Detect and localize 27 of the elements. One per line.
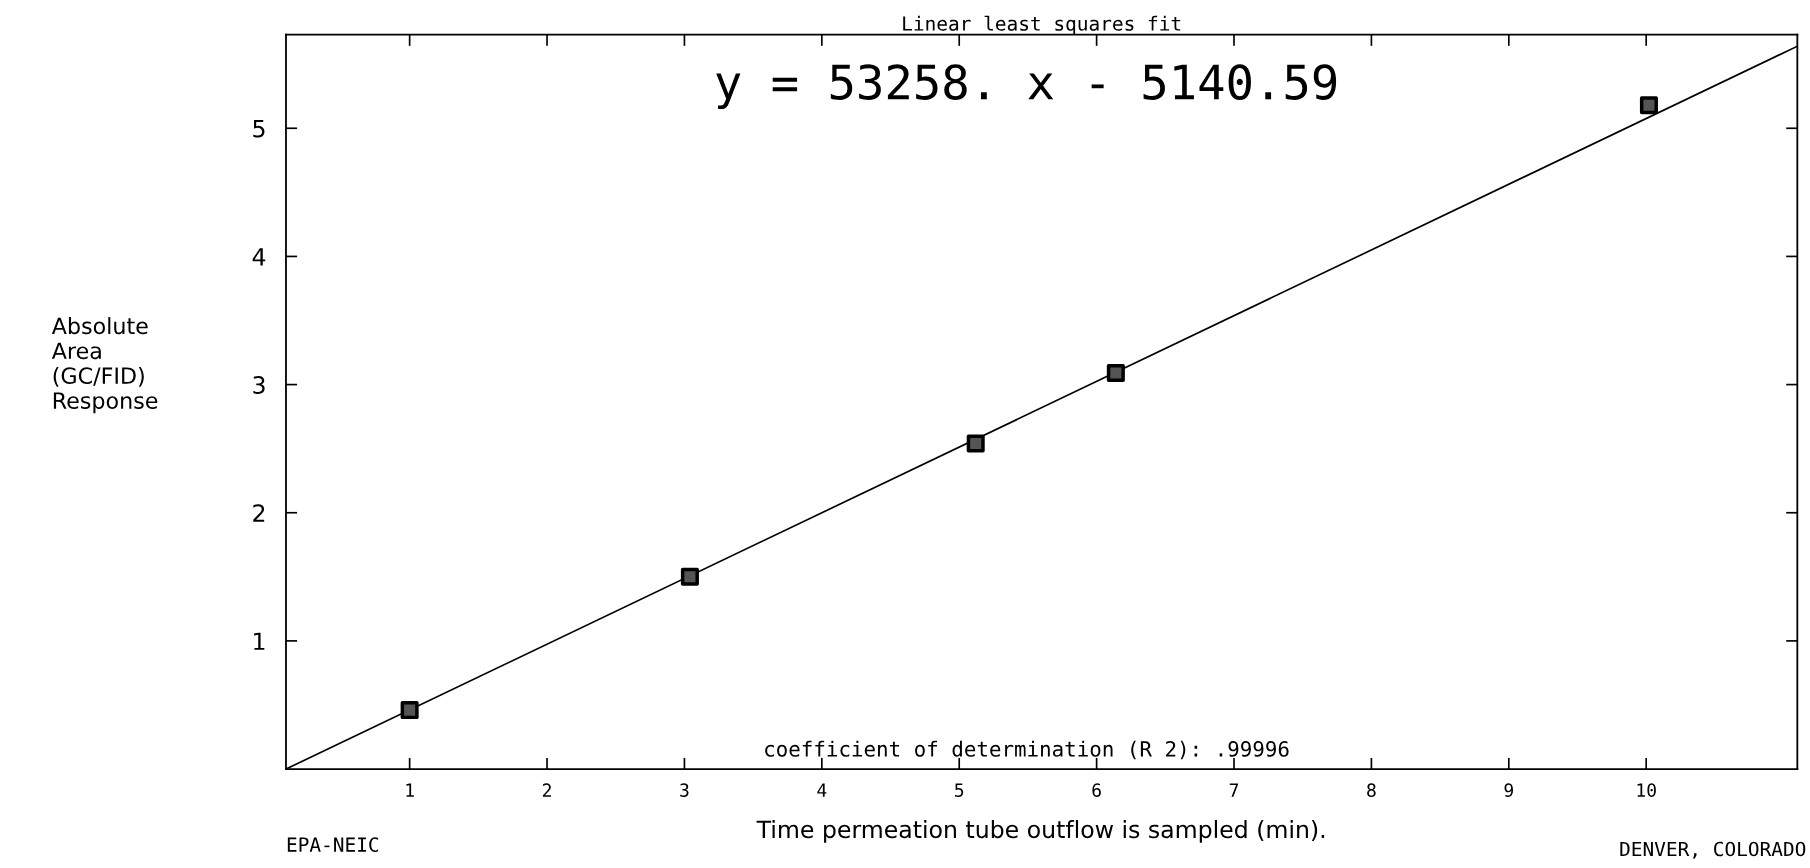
point [680,567,699,586]
y-tick-label: 2 [253,504,265,522]
point [400,701,419,720]
point [966,434,985,453]
point [1639,96,1658,115]
text: DENVER, COLORADO [1620,841,1806,859]
x-tick-label: 5 [955,783,964,798]
annotation: coefficient of determination (R 2): .99996 [765,740,1289,760]
x-tick-label: 2 [542,783,551,797]
x-tick-label: 7 [1229,783,1239,797]
y-tick-label: 3 [253,376,265,394]
x-tick-label: 6 [1092,783,1101,798]
y-axis-title: Absolute Area (GC/FID) Response [51,317,158,414]
chart-title: Linear least squares fit [903,15,1181,35]
x-tick-label: 4 [817,783,827,797]
point [1106,364,1125,383]
x-tick-label: 10 [1637,783,1656,798]
y-tick-label: 4 [252,248,266,266]
x-tick-label: 9 [1504,783,1514,798]
y-tick-label: 5 [253,120,265,138]
x-tick-label: 3 [680,783,689,798]
x-tick-label: 1 [406,783,414,797]
text: EPA-NEIC [287,837,379,852]
y-tick-label: 1 [254,632,265,650]
x-tick-label: 8 [1367,783,1376,798]
annotation: y = 53258. x - 5140.59 [716,64,1337,110]
x-axis-title: Time permeation tube outflow is sampled (min). [756,819,1325,843]
